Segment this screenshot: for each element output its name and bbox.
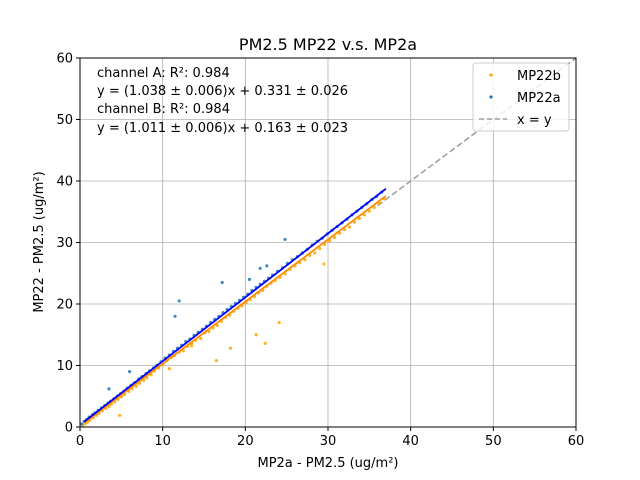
point-mp22b-76	[228, 346, 233, 350]
point-mp22a-76	[247, 277, 252, 281]
point-mp22b-65	[342, 227, 347, 232]
point-mp22a-74	[177, 299, 181, 303]
point-mp22b-57	[303, 258, 307, 262]
point-mp22b-75	[263, 341, 267, 345]
point-mp22b-60	[318, 247, 322, 251]
x-tick-label-5: 50	[485, 434, 502, 449]
point-mp22b-71	[372, 205, 376, 210]
annotation-channel-a-equation: y = (1.038 ± 0.006)x + 0.331 ± 0.026	[97, 84, 348, 99]
point-mp22b-74	[254, 333, 258, 337]
point-mp22b-70	[367, 209, 371, 213]
legend-marker-mp22b	[489, 73, 493, 77]
point-mp22b-67	[352, 220, 357, 224]
x-tick-label-2: 20	[237, 434, 254, 449]
point-mp22b-37	[215, 323, 219, 328]
point-mp22a-81	[220, 280, 224, 285]
point-mp22b-68	[357, 216, 362, 221]
y-tick-label-2: 20	[56, 298, 73, 313]
point-mp22a-77	[258, 266, 262, 270]
y-tick-label-1: 10	[56, 359, 73, 374]
y-tick-label-3: 30	[56, 236, 73, 251]
x-tick-label-6: 60	[568, 434, 585, 449]
fit-line-mp22b	[83, 195, 387, 424]
point-mp22a-78	[265, 264, 269, 268]
point-mp22b-79	[118, 413, 122, 417]
point-mp22b-35	[207, 330, 211, 334]
point-mp22b-31	[190, 344, 194, 348]
legend: MP22b MP22a x = y	[472, 62, 570, 132]
annotation-channel-a-r2: channel A: R²: 0.984	[97, 66, 230, 81]
point-mp22a-75	[173, 314, 177, 318]
y-tick-label-6: 60	[56, 52, 73, 67]
point-mp22b-81	[277, 320, 281, 325]
point-mp22b-82	[322, 262, 326, 266]
x-axis-label: MP2a - PM2.5 (ug/m²)	[257, 456, 398, 471]
x-tick-label-4: 40	[402, 434, 419, 449]
y-tick-label-4: 40	[56, 175, 73, 190]
legend-box	[472, 62, 570, 132]
y-tick-label-0: 0	[65, 421, 73, 436]
fit-line-mp22a	[83, 188, 387, 423]
point-mp22b-80	[214, 358, 218, 363]
point-mp22a-79	[107, 387, 111, 391]
identity-line	[377, 57, 577, 207]
point-mp22b-78	[167, 366, 171, 371]
point-mp22a-82	[283, 237, 287, 242]
legend-marker-mp22a	[489, 95, 493, 99]
y-axis-label: MP22 - PM2.5 (ug/m²)	[32, 171, 47, 312]
legend-label-identity-line: x = y	[517, 113, 552, 128]
annotation-channel-b-equation: y = (1.011 ± 0.006)x + 0.163 ± 0.023	[97, 121, 348, 136]
annotation-channel-b-r2: channel B: R²: 0.984	[97, 102, 230, 117]
x-tick-label-1: 10	[154, 434, 171, 449]
x-tick-label-3: 30	[320, 434, 337, 449]
fit-annotations: channel A: R²: 0.984 y = (1.038 ± 0.006)…	[97, 66, 348, 136]
point-mp22b-59	[313, 251, 317, 255]
point-mp22a-0	[80, 422, 84, 426]
point-mp22b-33	[199, 336, 203, 341]
chart-title: PM2.5 MP22 v.s. MP2a	[239, 35, 417, 54]
x-tick-label-0: 0	[76, 434, 84, 449]
legend-label-mp22a: MP22a	[517, 91, 561, 106]
point-mp22b-66	[347, 225, 352, 229]
point-mp22b-69	[362, 213, 366, 217]
legend-label-mp22b: MP22b	[517, 69, 561, 84]
point-mp22b-63	[333, 235, 337, 240]
point-mp22a-80	[128, 370, 132, 374]
point-mp22b-17	[134, 384, 138, 389]
point-mp22b-1	[83, 422, 87, 426]
y-tick-label-5: 50	[56, 113, 73, 128]
